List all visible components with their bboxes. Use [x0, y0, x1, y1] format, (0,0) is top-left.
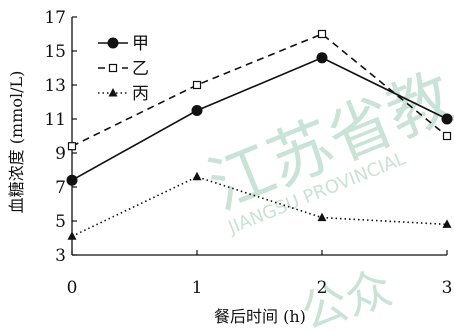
series-line-0 [71, 56, 448, 181]
legend-label-2: 丙 [132, 84, 149, 104]
data-point-0-3 [441, 113, 453, 125]
data-point-0-0 [66, 174, 78, 186]
data-point-2-2 [317, 212, 327, 222]
legend-label-1: 乙 [132, 59, 149, 79]
y-tick-label: 17 [44, 8, 66, 28]
data-point-2-0 [67, 231, 77, 240]
x-tick-label: 0 [67, 278, 78, 298]
x-axis-title: 餐后时间 (h) [214, 307, 306, 326]
legend-marker-0 [107, 37, 119, 49]
data-point-2-1 [192, 171, 202, 181]
data-point-0-1 [191, 105, 203, 116]
x-tick-label: 2 [317, 278, 328, 298]
y-tick-label: 9 [55, 144, 66, 164]
legend: 甲乙丙 [98, 34, 149, 104]
y-tick-label: 11 [44, 110, 66, 130]
legend-marker-2 [108, 88, 118, 97]
y-axis-title: 血糖浓度 (mmol/L) [7, 71, 26, 214]
data-point-1-0 [67, 142, 77, 151]
data-point-2-3 [442, 219, 452, 228]
data-point-1-3 [442, 131, 452, 141]
series-group [66, 29, 453, 240]
y-tick-label: 15 [44, 42, 66, 62]
data-point-0-2 [316, 52, 328, 64]
y-tick-label: 7 [55, 178, 66, 198]
x-tick-label: 3 [442, 278, 453, 298]
data-point-1-2 [317, 29, 327, 39]
y-tick-label: 3 [55, 246, 66, 266]
series-line-1 [71, 33, 448, 147]
y-tick-label: 13 [44, 76, 66, 96]
legend-label-0: 甲 [132, 34, 149, 54]
x-tick-label: 1 [192, 278, 203, 298]
axes: 3 5 7 9 11 13 15 17 0 1 2 3 [44, 8, 452, 298]
watermark-corner: 公众 [294, 260, 398, 331]
legend-marker-1 [108, 63, 118, 73]
data-point-1-1 [192, 80, 202, 90]
y-tick-label: 5 [55, 212, 66, 232]
